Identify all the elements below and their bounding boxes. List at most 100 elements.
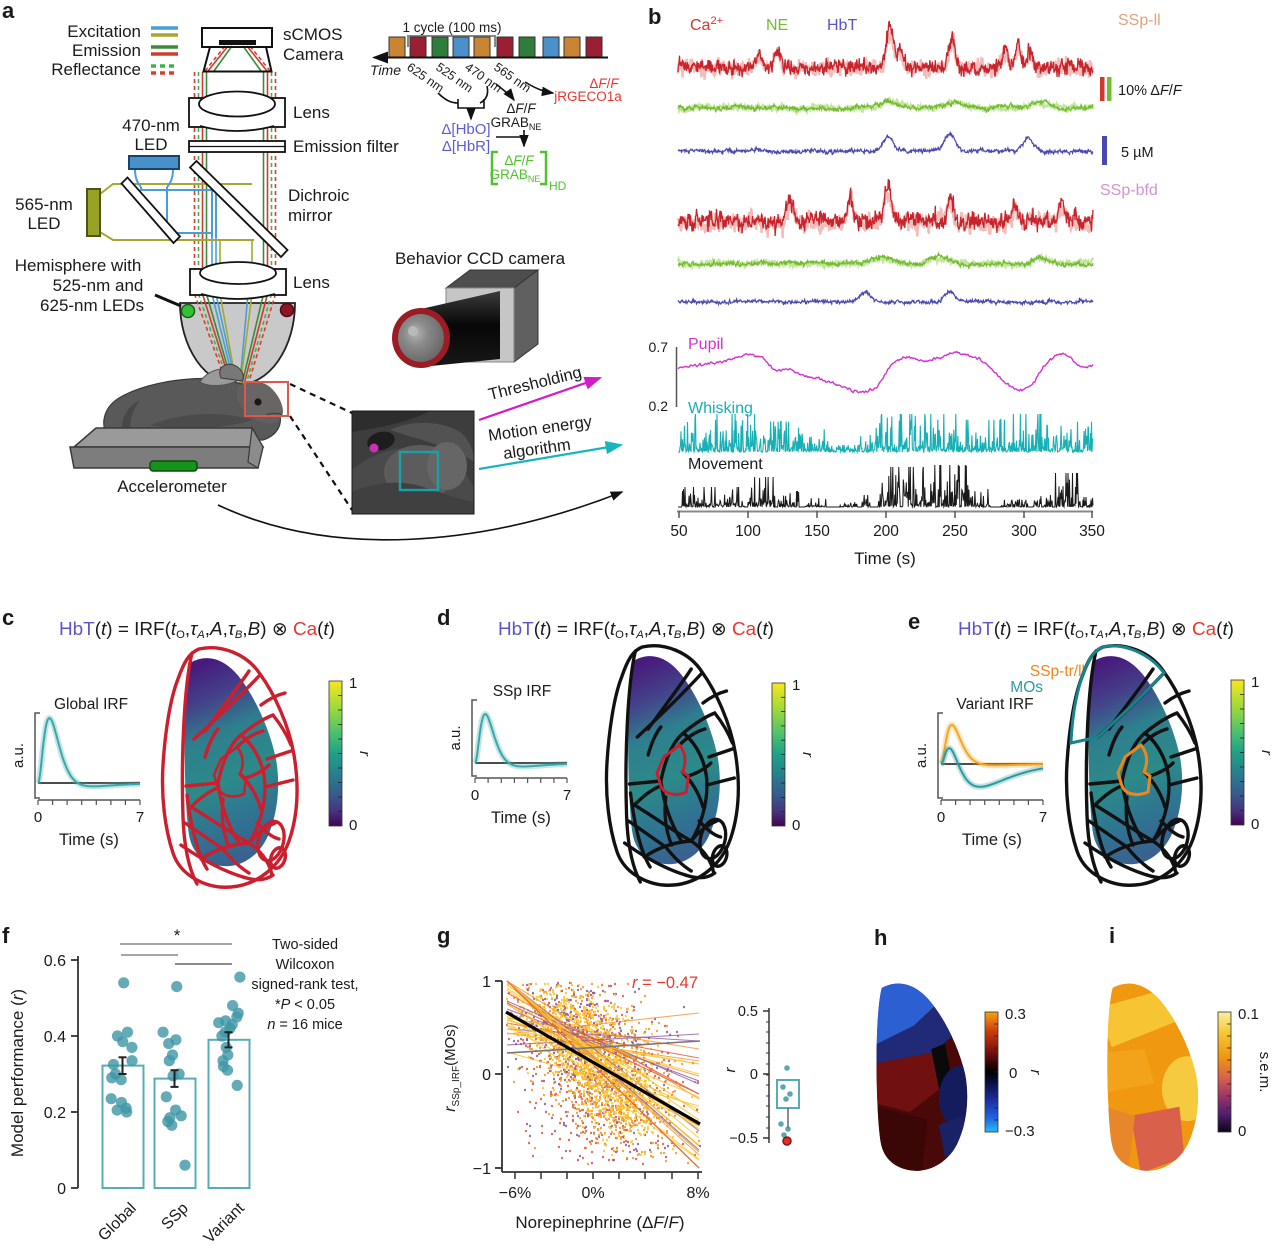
svg-text:0: 0 <box>1009 1065 1017 1082</box>
svg-text:Time (s): Time (s) <box>962 831 1022 849</box>
svg-text:Time: Time <box>370 62 401 78</box>
svg-text:*P < 0.05: *P < 0.05 <box>275 997 335 1013</box>
svg-text:Emission: Emission <box>72 41 141 60</box>
svg-text:g: g <box>437 923 450 948</box>
svg-text:200: 200 <box>873 523 899 540</box>
svg-text:0: 0 <box>937 809 945 826</box>
svg-text:5 µM: 5 µM <box>1121 145 1154 161</box>
svg-text:0.6: 0.6 <box>44 953 66 970</box>
svg-text:HD: HD <box>549 179 567 193</box>
svg-text:LED: LED <box>134 135 167 154</box>
svg-text:ΔF/F: ΔF/F <box>504 153 534 168</box>
svg-text:0: 0 <box>349 817 357 834</box>
svg-text:GRABNE: GRABNE <box>491 115 542 132</box>
svg-text:Global IRF: Global IRF <box>54 696 128 713</box>
svg-text:SSp-ll: SSp-ll <box>1118 12 1161 29</box>
svg-text:rSSp_IRF(MOs): rSSp_IRF(MOs) <box>442 1024 462 1112</box>
svg-text:a.u.: a.u. <box>447 725 464 750</box>
svg-text:s.e.m.: s.e.m. <box>1256 1052 1273 1093</box>
svg-text:−6%: −6% <box>499 1185 531 1202</box>
svg-text:−0.5: −0.5 <box>729 1131 758 1147</box>
svg-text:0: 0 <box>1251 816 1259 833</box>
svg-text:r: r <box>1258 750 1275 756</box>
svg-text:r: r <box>799 752 816 758</box>
svg-text:0%: 0% <box>581 1185 604 1202</box>
svg-text:signed-rank test,: signed-rank test, <box>251 977 358 993</box>
svg-text:mirror: mirror <box>288 206 333 225</box>
svg-text:0: 0 <box>57 1181 66 1198</box>
svg-text:Time (s): Time (s) <box>491 809 551 827</box>
svg-text:LED: LED <box>27 214 60 233</box>
svg-text:b: b <box>648 4 661 29</box>
svg-text:n = 16 mice: n = 16 mice <box>267 1017 342 1033</box>
svg-text:Pupil: Pupil <box>688 336 724 353</box>
svg-text:SSp IRF: SSp IRF <box>493 683 552 700</box>
svg-text:0: 0 <box>34 809 42 826</box>
svg-text:ΔF/F: ΔF/F <box>506 101 536 116</box>
svg-text:300: 300 <box>1011 523 1037 540</box>
svg-text:Time (s): Time (s) <box>854 549 916 568</box>
svg-text:HbT(t) = IRF(tO,τA,A,τB,B) ⊗ C: HbT(t) = IRF(tO,τA,A,τB,B) ⊗ Ca(t) <box>958 618 1234 641</box>
svg-text:1: 1 <box>1251 674 1259 691</box>
svg-text:HbT(t) = IRF(tO,τA,A,τB,B) ⊗ C: HbT(t) = IRF(tO,τA,A,τB,B) ⊗ Ca(t) <box>59 618 335 641</box>
svg-text:*: * <box>174 926 181 945</box>
svg-text:HbT: HbT <box>827 17 857 34</box>
svg-text:d: d <box>437 605 450 630</box>
svg-text:−0.3: −0.3 <box>1005 1123 1035 1140</box>
svg-text:1: 1 <box>792 677 800 694</box>
svg-text:−1: −1 <box>473 1161 491 1178</box>
svg-text:1 cycle (100 ms): 1 cycle (100 ms) <box>402 20 501 35</box>
svg-text:10% ΔF/F: 10% ΔF/F <box>1118 83 1183 99</box>
svg-text:Camera: Camera <box>283 45 344 64</box>
svg-text:0.1: 0.1 <box>1238 1006 1259 1023</box>
svg-text:0: 0 <box>1238 1123 1246 1140</box>
svg-text:1: 1 <box>349 675 357 692</box>
svg-text:a.u.: a.u. <box>913 743 930 768</box>
svg-text:0.7: 0.7 <box>649 339 669 355</box>
svg-text:r: r <box>356 751 373 757</box>
svg-text:150: 150 <box>804 523 830 540</box>
svg-text:0: 0 <box>482 1067 491 1084</box>
svg-text:Δ[HbO]: Δ[HbO] <box>441 121 490 138</box>
svg-text:Dichroic: Dichroic <box>288 186 350 205</box>
svg-text:525-nm and: 525-nm and <box>53 276 144 295</box>
svg-text:Movement: Movement <box>688 456 763 473</box>
svg-text:350: 350 <box>1079 523 1105 540</box>
svg-text:r: r <box>1027 1070 1044 1076</box>
svg-text:100: 100 <box>735 523 761 540</box>
svg-text:Norepinephrine (ΔF/F): Norepinephrine (ΔF/F) <box>515 1213 684 1232</box>
svg-text:SSp-tr/ll: SSp-tr/ll <box>1030 663 1085 680</box>
svg-text:a: a <box>2 0 15 23</box>
svg-text:SSp-bfd: SSp-bfd <box>1100 182 1158 199</box>
svg-text:Δ[HbR]: Δ[HbR] <box>442 138 490 155</box>
svg-text:565-nm: 565-nm <box>15 195 73 214</box>
svg-text:c: c <box>2 605 14 630</box>
svg-text:Model performance (r): Model performance (r) <box>8 989 27 1157</box>
svg-text:0: 0 <box>792 817 800 834</box>
svg-text:r = −0.47: r = −0.47 <box>632 974 698 992</box>
svg-text:50: 50 <box>670 523 688 540</box>
svg-text:0.5: 0.5 <box>738 1004 758 1020</box>
svg-text:e: e <box>908 609 920 634</box>
svg-text:7: 7 <box>136 809 144 826</box>
svg-text:0.3: 0.3 <box>1005 1006 1026 1023</box>
svg-text:0.2: 0.2 <box>44 1105 66 1122</box>
svg-text:Emission filter: Emission filter <box>293 137 399 156</box>
svg-text:h: h <box>874 925 887 950</box>
svg-text:0.2: 0.2 <box>649 398 669 414</box>
svg-text:GRABNE: GRABNE <box>490 167 541 184</box>
svg-text:470-nm: 470-nm <box>122 116 180 135</box>
svg-text:Lens: Lens <box>293 103 330 122</box>
svg-text:HbT(t) = IRF(tO,τA,A,τB,B) ⊗ C: HbT(t) = IRF(tO,τA,A,τB,B) ⊗ Ca(t) <box>498 618 774 641</box>
svg-text:jRGECO1a: jRGECO1a <box>553 89 622 104</box>
svg-text:0: 0 <box>471 787 479 804</box>
svg-text:1: 1 <box>482 974 491 991</box>
svg-text:0.4: 0.4 <box>44 1029 66 1046</box>
svg-text:Excitation: Excitation <box>67 22 141 41</box>
svg-text:250: 250 <box>942 523 968 540</box>
svg-text:Hemisphere with: Hemisphere with <box>15 256 142 275</box>
svg-text:Accelerometer: Accelerometer <box>117 477 227 496</box>
svg-text:NE: NE <box>766 17 788 34</box>
svg-text:8%: 8% <box>686 1185 709 1202</box>
svg-text:MOs: MOs <box>1010 679 1043 696</box>
